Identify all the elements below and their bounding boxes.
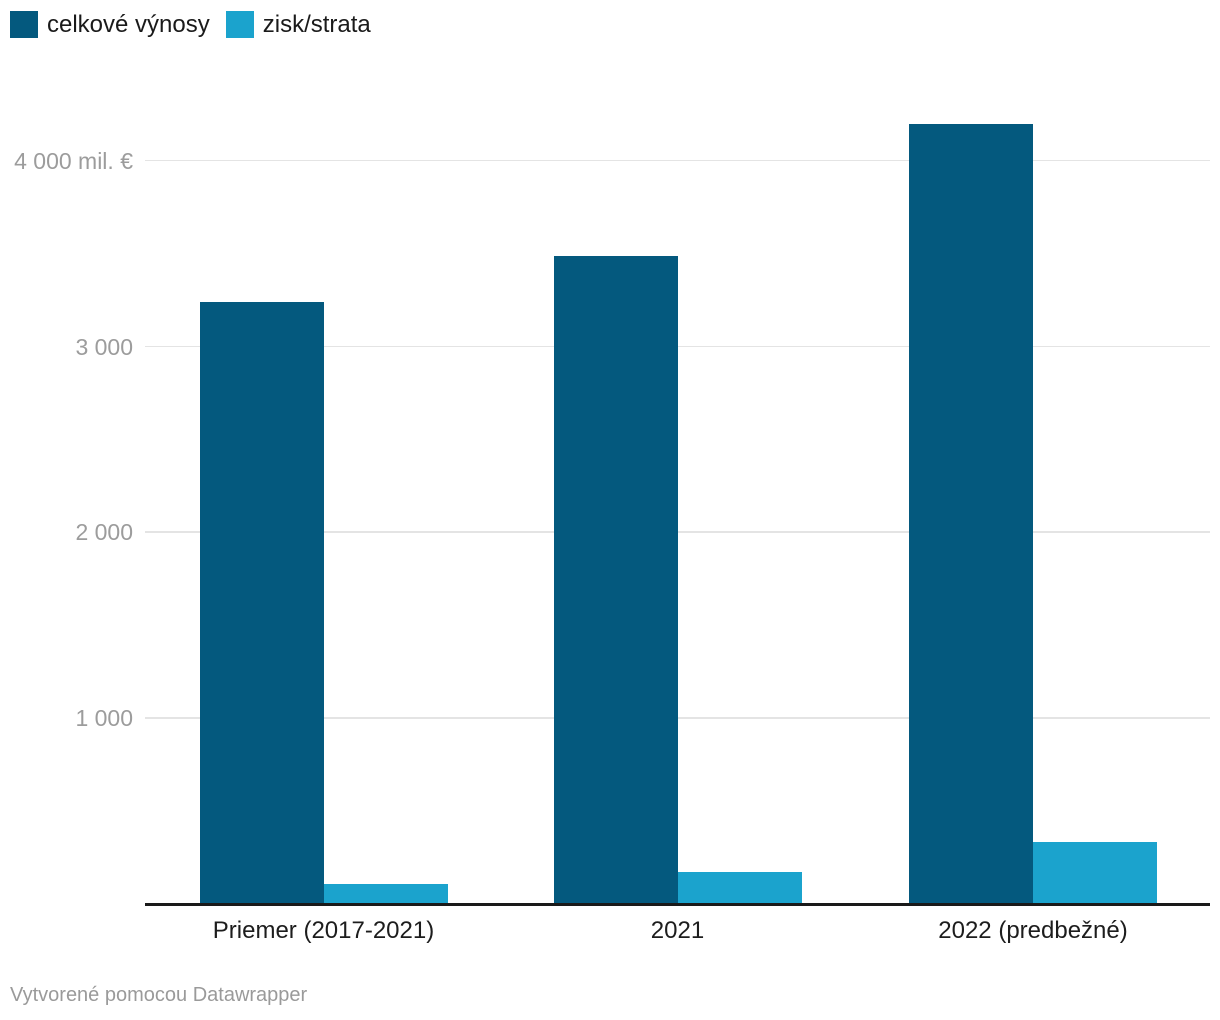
x-axis-label: Priemer (2017-2021) — [212, 917, 435, 944]
y-tick-label: 4 000 mil. € — [14, 147, 133, 174]
legend-swatch-profit — [225, 11, 254, 38]
bar-celkove-vynosy-priemer-2017-2021 — [199, 302, 324, 904]
y-tick-label: 1 000 — [75, 705, 133, 732]
gridline — [145, 531, 1210, 533]
bar-zisk-strata-priemer-2017-2021 — [323, 883, 448, 904]
gridline — [145, 159, 1210, 162]
y-tick-label: 3 000 — [75, 333, 133, 360]
x-axis-label: 2022 (predbežné) — [938, 917, 1128, 944]
legend: celkové výnosy zisk/strata — [10, 11, 371, 38]
attribution: Vytvorené pomocou Datawrapper — [10, 984, 308, 1006]
x-axis-line — [145, 903, 1210, 906]
bar-zisk-strata-2022-predbezne — [1033, 841, 1157, 904]
legend-swatch-revenue — [10, 11, 38, 38]
legend-label-revenue: celkové výnosy — [47, 11, 210, 38]
legend-item-revenue: celkové výnosy — [10, 11, 210, 38]
bar-zisk-strata-2021 — [677, 872, 802, 904]
legend-item-profit: zisk/strata — [225, 11, 371, 38]
gridline — [145, 345, 1210, 348]
bar-celkove-vynosy-2022-predbezne — [909, 123, 1033, 904]
bar-celkove-vynosy-2021 — [553, 255, 678, 904]
y-tick-label: 2 000 — [75, 519, 133, 546]
legend-label-profit: zisk/strata — [262, 11, 371, 38]
gridline — [145, 717, 1210, 719]
x-axis-label: 2021 — [650, 917, 705, 944]
